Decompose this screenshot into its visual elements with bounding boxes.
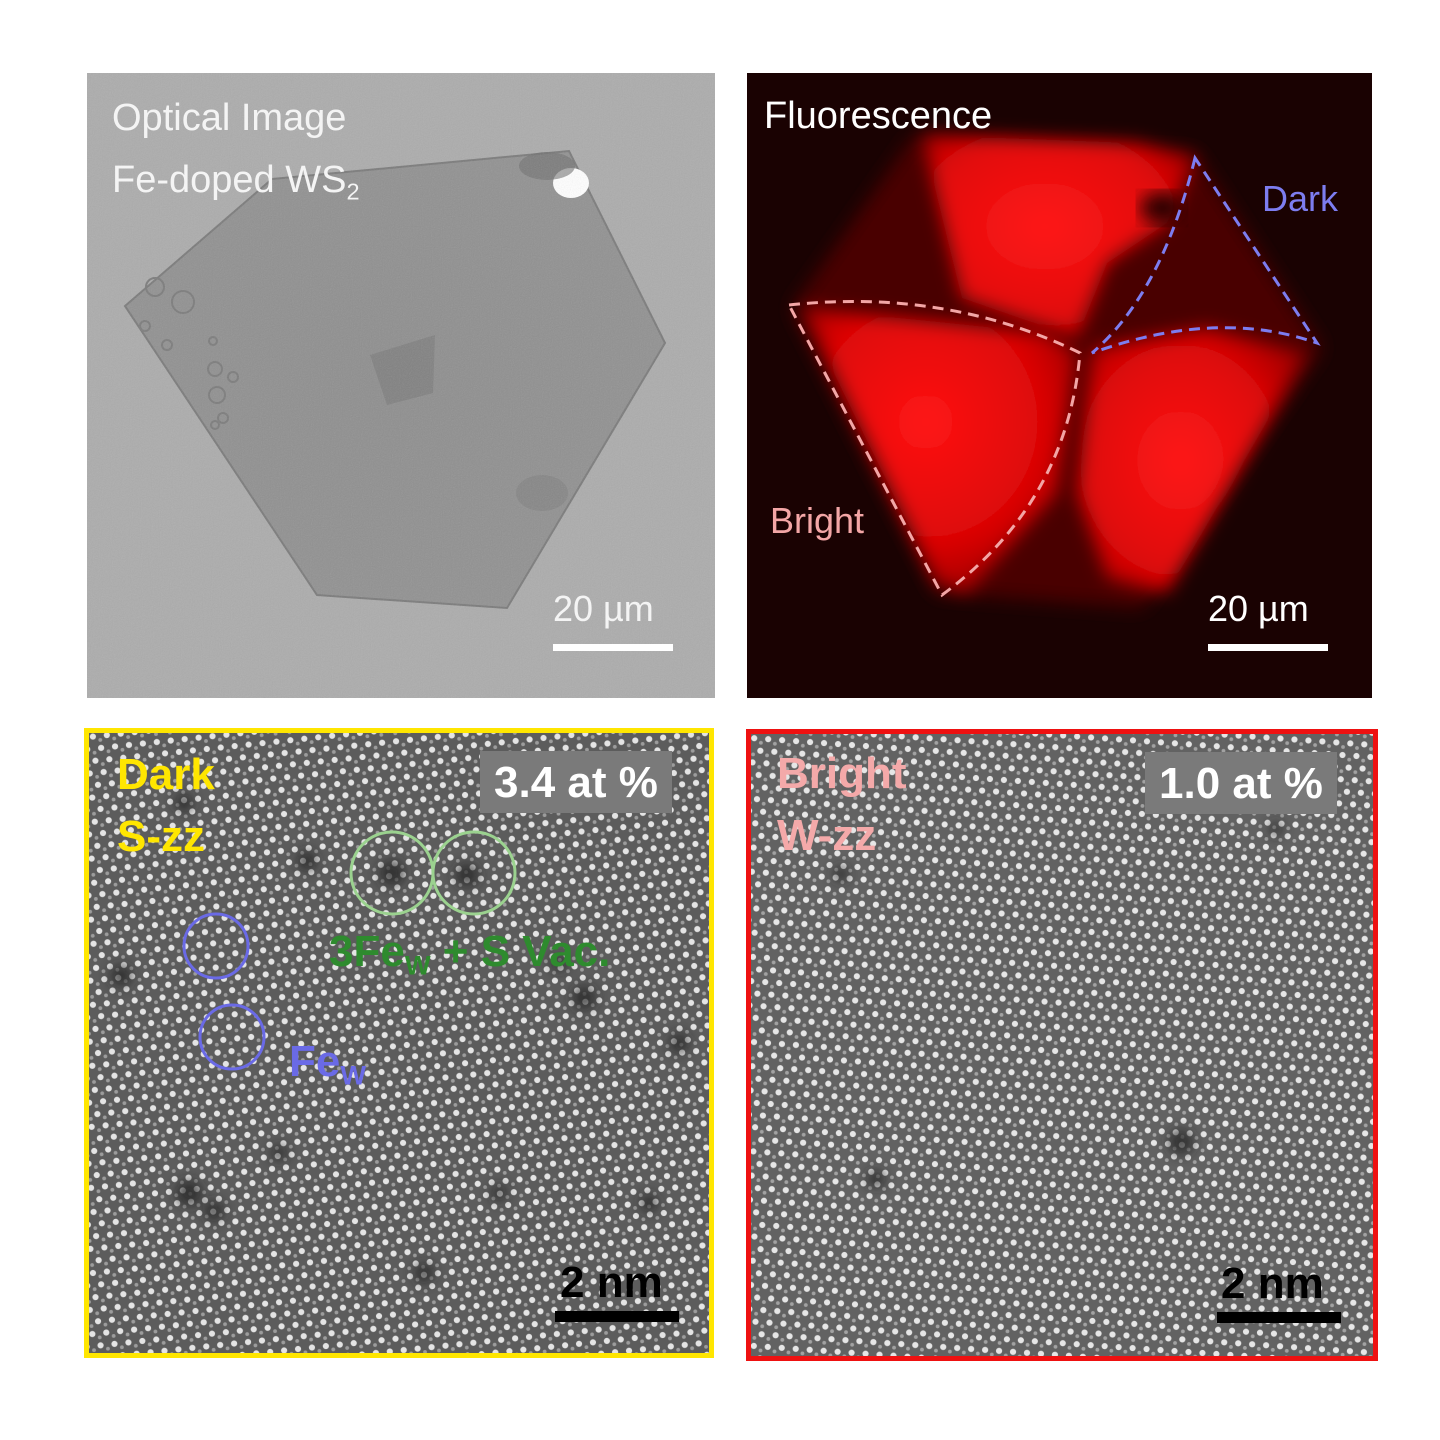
bright-region-outline	[786, 299, 1082, 598]
cluster-defect-circle-right	[431, 830, 517, 916]
left-bright-lobe	[802, 308, 1077, 593]
optical-image-panel: Optical Image Fe-doped WS2 20 µm	[87, 73, 715, 698]
dark-region-label: Dark	[1262, 178, 1339, 219]
optical-scale-label: 20 µm	[553, 588, 654, 629]
cluster-defect-label: 3FeW + S Vac.	[329, 927, 611, 981]
stem-dark-concentration-badge: 3.4 at %	[480, 751, 672, 813]
stem-dark-panel: Dark S-zz 3.4 at % 3FeW + S Vac. FeW 2 n…	[84, 728, 714, 1358]
optical-sample-label: Fe-doped WS2	[112, 159, 360, 205]
single-defect-circle-upper	[182, 912, 250, 980]
bright-region-label: Bright	[770, 500, 865, 541]
right-bright-lobe	[1077, 328, 1307, 593]
single-defect-circle-lower	[198, 1003, 266, 1071]
cluster-defect-circle-left	[349, 830, 435, 916]
stem-bright-lattice	[751, 734, 1373, 1356]
optical-scale-bar	[553, 644, 673, 651]
optical-title: Optical Image	[112, 97, 347, 139]
stem-bright-edge-label: W-zz	[777, 811, 877, 860]
fluorescence-scale-bar	[1208, 644, 1328, 651]
optical-image-graphic	[87, 73, 715, 698]
fluorescence-scale-label: 20 µm	[1208, 588, 1309, 629]
single-defect-label: FeW	[289, 1037, 367, 1091]
fluorescence-panel: Fluorescence Dark Bright 20 µm	[747, 73, 1372, 698]
fluorescence-title: Fluorescence	[764, 95, 993, 137]
stem-bright-scale-label: 2 nm	[1221, 1259, 1324, 1308]
top-bright-lobe	[922, 135, 1195, 338]
stem-bright-panel: Bright W-zz 1.0 at % 2 nm	[746, 729, 1378, 1361]
stem-bright-concentration-badge: 1.0 at %	[1145, 752, 1337, 814]
stem-dark-scale-label: 2 nm	[560, 1258, 663, 1307]
stem-dark-annotations	[182, 830, 517, 1071]
stem-dark-lattice	[89, 733, 709, 1353]
stem-dark-label: Dark	[117, 750, 215, 799]
stem-bright-scale-bar	[1217, 1312, 1341, 1323]
stem-dark-edge-label: S-zz	[117, 812, 205, 861]
stem-dark-scale-bar	[555, 1311, 679, 1322]
dark-region-outline	[1091, 154, 1321, 355]
fluorescence-graphic	[747, 73, 1372, 698]
stem-bright-label: Bright	[777, 749, 907, 798]
